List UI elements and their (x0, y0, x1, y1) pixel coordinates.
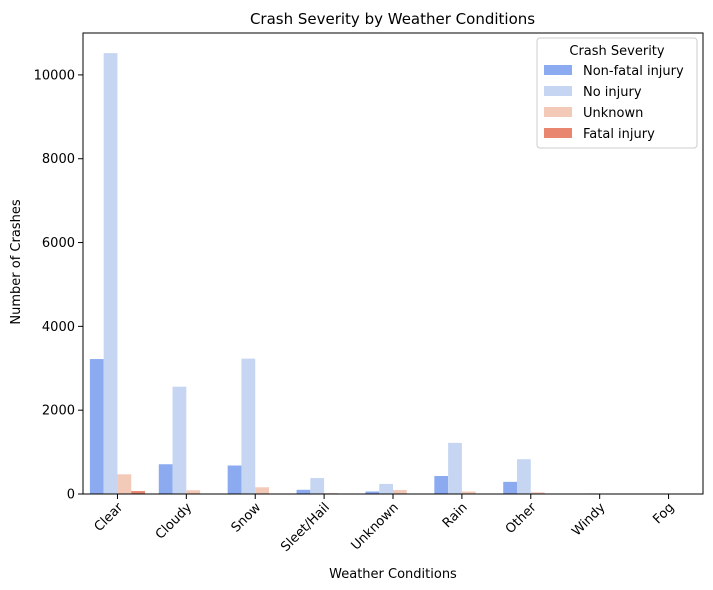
x-tick-label: Snow (229, 500, 265, 536)
x-tick-label: Windy (569, 500, 608, 539)
x-tick-label: Cloudy (153, 500, 196, 543)
bar (89, 359, 104, 494)
legend-swatch (544, 128, 572, 138)
bar (186, 490, 201, 494)
legend-swatch (544, 86, 572, 96)
legend: Crash Severity Non-fatal injury No injury U… (536, 37, 698, 149)
legend-swatch (544, 65, 572, 75)
y-tick-label: 10000 (34, 68, 75, 83)
y-tick-label: 8000 (42, 152, 75, 167)
x-tick-label: Other (503, 500, 540, 537)
bar (365, 491, 380, 494)
x-axis-label: Weather Conditions (329, 567, 457, 582)
bar (158, 464, 173, 494)
bar (503, 481, 517, 494)
chart-title: Crash Severity by Weather Conditions (250, 10, 535, 28)
bar (255, 487, 269, 494)
bar (131, 491, 145, 494)
bar (448, 442, 462, 494)
x-tick-label: Sleet/Hail (278, 500, 333, 555)
x-tick-label: Fog (650, 500, 677, 527)
bar (393, 490, 407, 494)
y-axis-label: Number of Crashes (9, 199, 24, 324)
x-tick-label: Unknown (349, 500, 402, 553)
bar (172, 386, 187, 494)
bar (379, 483, 393, 494)
y-tick-label: 0 (67, 488, 75, 503)
bars-layer (89, 53, 697, 494)
legend-swatch (544, 107, 572, 117)
bar (530, 492, 545, 494)
legend-label: Non-fatal injury (583, 64, 684, 79)
y-tick-label: 6000 (42, 236, 75, 251)
y-tick-label: 2000 (42, 404, 75, 419)
legend-box (536, 37, 698, 149)
legend-label: No injury (583, 85, 642, 100)
legend-label: Fatal injury (583, 127, 655, 142)
bar (296, 489, 311, 494)
x-tick-label: Rain (440, 500, 471, 531)
x-tick-label: Clear (92, 500, 127, 535)
bar (103, 53, 118, 494)
bar (227, 465, 242, 494)
bar (310, 478, 325, 494)
bar (241, 358, 256, 494)
y-tick-label: 4000 (42, 320, 75, 335)
legend-label: Unknown (583, 106, 643, 121)
bar (461, 491, 476, 494)
bar (434, 475, 449, 494)
bar (117, 474, 132, 494)
bar (517, 459, 531, 494)
legend-title: Crash Severity (569, 44, 665, 59)
